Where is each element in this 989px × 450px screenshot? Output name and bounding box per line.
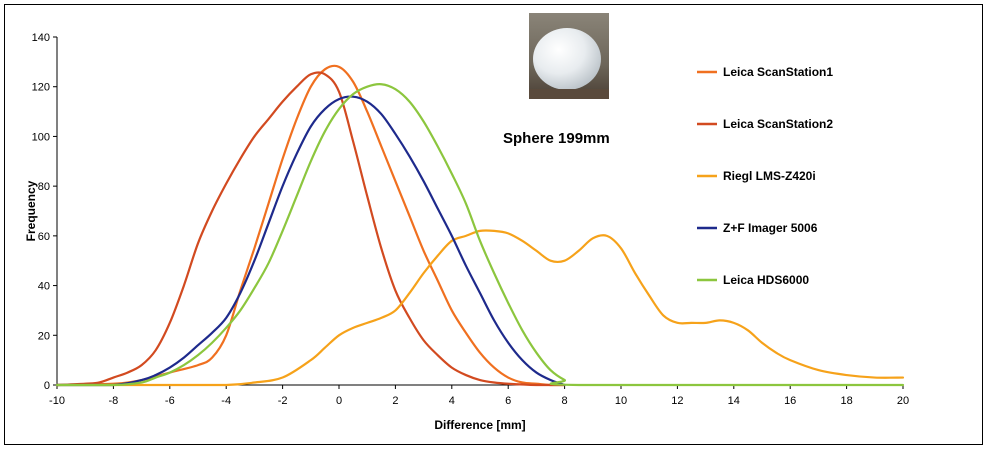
x-tick-label: -10 (49, 395, 65, 407)
series-line-z-f-imager-5006 (55, 95, 566, 387)
x-tick-label: 8 (562, 395, 568, 407)
x-tick-label: 0 (336, 395, 342, 407)
chart-frame: 0 20 40 60 80 100 120 140 -10 -8 -6 -4 -2 0 2 4 6 8 10 12 1… (4, 4, 983, 445)
x-tick-label: 20 (897, 395, 909, 407)
y-axis-title: Frequency (24, 180, 38, 241)
legend-label-riegl-lms-z420i: Riegl LMS-Z420i (723, 169, 816, 183)
legend: Leica ScanStation1 Leica ScanStation2 Rieg… (697, 65, 833, 287)
sphere-photo (529, 13, 609, 99)
x-tick-label: -2 (278, 395, 288, 407)
legend-label-z-f-imager-5006: Z+F Imager 5006 (723, 221, 818, 235)
legend-label-leica-scanstation2: Leica ScanStation2 (723, 117, 833, 131)
series-line-riegl-lms-z420i (55, 229, 905, 387)
x-tick-label: -6 (165, 395, 175, 407)
x-tick-label: 18 (840, 395, 852, 407)
series-lines (55, 64, 905, 387)
x-axis-title: Difference [mm] (434, 418, 525, 432)
x-tick-label: 16 (784, 395, 796, 407)
y-tick-label: 60 (38, 231, 50, 243)
y-tick-label: 120 (32, 82, 50, 94)
y-tick-label: 80 (38, 181, 50, 193)
y-tick-label: 100 (32, 131, 50, 143)
legend-label-leica-hds6000: Leica HDS6000 (723, 273, 809, 287)
series-line-leica-scanstation2 (55, 71, 566, 387)
series-line-leica-scanstation1 (55, 64, 566, 387)
y-axis-ticks: 0 20 40 60 80 100 120 140 (32, 32, 57, 392)
x-tick-label: 4 (449, 395, 455, 407)
legend-label-leica-scanstation1: Leica ScanStation1 (723, 65, 833, 79)
x-tick-label: 2 (392, 395, 398, 407)
y-tick-label: 40 (38, 281, 50, 293)
x-tick-label: 10 (615, 395, 627, 407)
series-line-leica-hds6000 (55, 83, 905, 387)
chart-annotation: Sphere 199mm (503, 130, 610, 147)
y-tick-label: 20 (38, 330, 50, 342)
x-tick-label: 6 (505, 395, 511, 407)
line-chart: 0 20 40 60 80 100 120 140 -10 -8 -6 -4 -2 0 2 4 6 8 10 12 1… (24, 13, 909, 432)
y-tick-label: 0 (44, 380, 50, 392)
x-tick-label: -4 (221, 395, 231, 407)
x-tick-label: 14 (728, 395, 740, 407)
x-tick-label: 12 (671, 395, 683, 407)
x-axis-ticks: -10 -8 -6 -4 -2 0 2 4 6 8 10 12 14 16 18 20 (49, 385, 909, 407)
y-tick-label: 140 (32, 32, 50, 44)
x-tick-label: -8 (109, 395, 119, 407)
